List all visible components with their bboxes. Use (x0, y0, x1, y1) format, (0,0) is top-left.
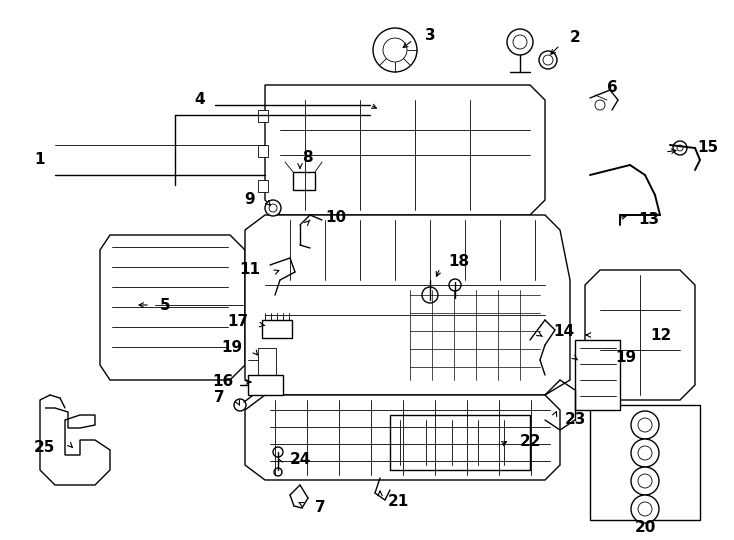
Circle shape (673, 141, 687, 155)
Bar (258, 110, 268, 122)
Circle shape (638, 446, 652, 460)
Text: 19: 19 (221, 341, 242, 355)
Text: 22: 22 (520, 435, 542, 449)
Text: 2: 2 (570, 30, 581, 45)
Circle shape (631, 439, 659, 467)
Text: 18: 18 (448, 254, 469, 269)
Circle shape (383, 38, 407, 62)
Text: 14: 14 (553, 325, 574, 340)
Text: 23: 23 (565, 413, 586, 428)
Text: 8: 8 (302, 150, 313, 165)
Circle shape (595, 100, 605, 110)
Bar (293, 172, 315, 190)
Polygon shape (585, 270, 695, 400)
Polygon shape (40, 400, 110, 485)
Circle shape (677, 145, 683, 151)
Text: 17: 17 (227, 314, 248, 329)
Bar (262, 320, 292, 338)
Text: 25: 25 (34, 441, 55, 456)
Text: 16: 16 (213, 375, 234, 389)
Circle shape (373, 28, 417, 72)
Circle shape (631, 467, 659, 495)
Circle shape (422, 287, 438, 303)
Polygon shape (100, 235, 245, 380)
Circle shape (631, 495, 659, 523)
Text: 15: 15 (697, 140, 718, 156)
Circle shape (234, 399, 246, 411)
Text: 12: 12 (650, 327, 672, 342)
Bar (590, 405, 700, 520)
Text: 11: 11 (239, 262, 260, 278)
Bar (258, 348, 276, 376)
Text: 10: 10 (325, 211, 346, 226)
Circle shape (274, 468, 282, 476)
Circle shape (631, 411, 659, 439)
Text: 5: 5 (160, 298, 170, 313)
Circle shape (638, 418, 652, 432)
Bar (390, 415, 530, 470)
Circle shape (449, 279, 461, 291)
Circle shape (269, 204, 277, 212)
Polygon shape (245, 215, 570, 395)
Bar (258, 180, 268, 192)
Bar (258, 145, 268, 157)
Circle shape (513, 35, 527, 49)
Bar (575, 340, 620, 410)
Text: 1: 1 (34, 152, 46, 167)
Text: 4: 4 (195, 92, 206, 107)
Text: 20: 20 (634, 519, 655, 535)
Text: 7: 7 (214, 390, 225, 406)
Text: 7: 7 (315, 501, 326, 516)
Circle shape (638, 474, 652, 488)
Circle shape (265, 200, 281, 216)
Text: 19: 19 (615, 350, 636, 366)
Polygon shape (245, 395, 560, 480)
Text: 24: 24 (290, 453, 311, 468)
Circle shape (638, 502, 652, 516)
Circle shape (507, 29, 533, 55)
Circle shape (539, 51, 557, 69)
Text: 13: 13 (638, 213, 659, 227)
Text: 9: 9 (244, 192, 255, 207)
Circle shape (273, 447, 283, 457)
Bar (248, 375, 283, 395)
Text: 6: 6 (606, 79, 617, 94)
Circle shape (543, 55, 553, 65)
Polygon shape (265, 85, 545, 215)
Text: 3: 3 (425, 28, 435, 43)
Text: 21: 21 (388, 495, 410, 510)
